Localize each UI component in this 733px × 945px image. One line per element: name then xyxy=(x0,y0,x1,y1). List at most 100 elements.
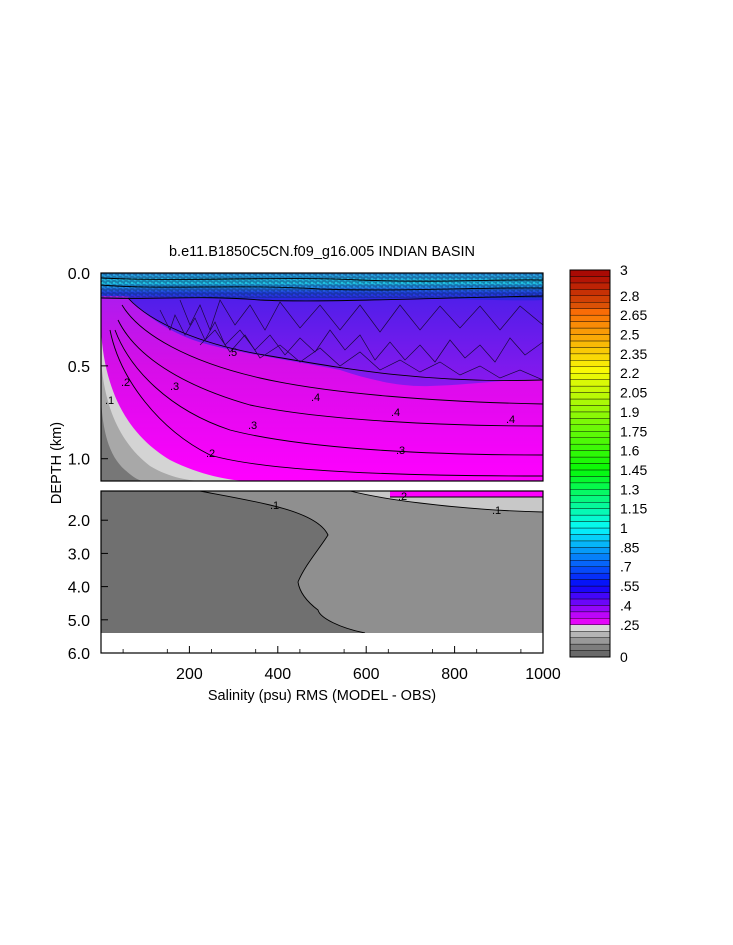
colorbar-label: 1.6 xyxy=(620,443,640,459)
colorbar-band xyxy=(569,579,611,587)
colorbar-band xyxy=(569,431,611,438)
upper-field-gray-3 xyxy=(101,330,250,481)
x-tick-label: 600 xyxy=(353,666,380,683)
colorbar-band xyxy=(569,289,611,297)
colorbar-band xyxy=(569,553,611,561)
colorbar-band xyxy=(569,314,611,322)
colorbar-label: .4 xyxy=(620,597,632,613)
colorbar-band xyxy=(569,443,611,451)
colorbar-band xyxy=(569,424,611,432)
colorbar-band xyxy=(569,405,611,413)
contour-label: .4 xyxy=(506,414,515,426)
colorbar-label: 1 xyxy=(620,520,628,536)
colorbar-band xyxy=(569,631,611,638)
y-axis-label: DEPTH (km) xyxy=(49,422,65,504)
upper-panel-frame xyxy=(100,272,544,482)
colorbar-band xyxy=(569,598,611,606)
colorbar-band xyxy=(569,334,611,342)
colorbar-label: 1.9 xyxy=(620,404,640,420)
colorbar-band xyxy=(569,366,611,374)
colorbar-band xyxy=(569,295,611,303)
colorbar-frame xyxy=(569,269,611,658)
contour-label: .1 xyxy=(492,505,501,517)
y-tick-label: 0.0 xyxy=(68,266,90,283)
colorbar-label: .85 xyxy=(620,539,640,555)
lower-panel-frame xyxy=(100,490,544,654)
colorbar-label: 2.35 xyxy=(620,346,647,362)
colorbar-band xyxy=(569,618,611,625)
colorbar-band xyxy=(569,469,611,477)
colorbar-label: .7 xyxy=(620,559,632,575)
chart-title: b.e11.B1850C5CN.f09_g16.005 INDIAN BASIN xyxy=(169,244,475,260)
colorbar-band xyxy=(569,456,611,464)
colorbar-band xyxy=(569,327,611,335)
colorbar-label: 2.5 xyxy=(620,327,640,343)
y-axis-upper: 0.0 0.5 1.0 xyxy=(68,266,108,469)
colorbar-band xyxy=(569,560,611,567)
colorbar-label: 3 xyxy=(620,262,628,278)
upper-field-purple xyxy=(115,273,543,387)
colorbar-band xyxy=(569,482,611,490)
colorbar-band xyxy=(569,605,611,613)
y-tick-label: 0.5 xyxy=(68,359,90,376)
colorbar-label: .25 xyxy=(620,617,640,633)
x-tick-label: 1000 xyxy=(525,666,561,683)
colorbar-band xyxy=(569,340,611,348)
upper-field-gray-2 xyxy=(101,360,205,481)
colorbar xyxy=(569,269,611,658)
colorbar-band xyxy=(569,347,611,355)
y-tick-label: 5.0 xyxy=(68,613,90,630)
colorbar-band xyxy=(569,540,611,548)
colorbar-band xyxy=(569,637,611,645)
y-tick-label: 3.0 xyxy=(68,546,90,563)
x-axis-label: Salinity (psu) RMS (MODEL - OBS) xyxy=(208,688,436,704)
y-tick-label: 4.0 xyxy=(68,580,90,597)
colorbar-labels: 3 2.8 2.65 2.5 2.35 2.2 2.05 1.9 1.75 1.6 1.45 1.3 1… xyxy=(620,262,647,665)
contour-label: .4 xyxy=(311,392,320,404)
contour-label: .4 xyxy=(391,407,400,419)
contour-label: .5 xyxy=(228,347,237,359)
contour-label: .1 xyxy=(105,395,114,407)
colorbar-label: 1.15 xyxy=(620,501,647,517)
colorbar-band xyxy=(569,592,611,600)
colorbar-label: 1.75 xyxy=(620,423,647,439)
colorbar-band xyxy=(569,514,611,522)
colorbar-band xyxy=(569,360,611,367)
colorbar-band xyxy=(569,302,611,309)
colorbar-band xyxy=(569,308,611,316)
colorbar-band xyxy=(569,495,611,503)
colorbar-band xyxy=(569,624,611,632)
colorbar-label: 2.8 xyxy=(620,288,640,304)
colorbar-band xyxy=(569,547,611,554)
colorbar-band xyxy=(569,476,611,484)
colorbar-band xyxy=(569,463,611,471)
colorbar-band xyxy=(569,527,611,535)
x-tick-label: 800 xyxy=(441,666,468,683)
y-tick-label: 1.0 xyxy=(68,452,90,469)
y-axis-lower: 2.0 3.0 4.0 5.0 6.0 xyxy=(68,513,108,663)
lower-field-magenta xyxy=(390,491,543,497)
colorbar-band xyxy=(569,411,611,419)
y-tick-label: 2.0 xyxy=(68,513,90,530)
colorbar-band xyxy=(569,450,611,458)
contour-label: .2 xyxy=(121,377,130,389)
colorbar-label: 2.65 xyxy=(620,307,647,323)
colorbar-label: .55 xyxy=(620,578,640,594)
colorbar-label: 2.05 xyxy=(620,385,647,401)
colorbar-band xyxy=(569,585,611,593)
colorbar-band xyxy=(569,566,611,574)
contour-label: .2 xyxy=(206,448,215,460)
colorbar-band xyxy=(569,534,611,542)
x-tick-label: 400 xyxy=(264,666,291,683)
contour-label: .3 xyxy=(170,381,179,393)
colorbar-band xyxy=(569,385,611,393)
colorbar-band xyxy=(569,521,611,529)
colorbar-band xyxy=(569,489,611,496)
colorbar-label: 1.3 xyxy=(620,481,640,497)
y-tick-label: 6.0 xyxy=(68,646,90,663)
upper-field-gray-1 xyxy=(101,400,145,481)
contour-label: .3 xyxy=(396,445,405,457)
colorbar-band xyxy=(569,379,611,387)
colorbar-band xyxy=(569,276,611,284)
